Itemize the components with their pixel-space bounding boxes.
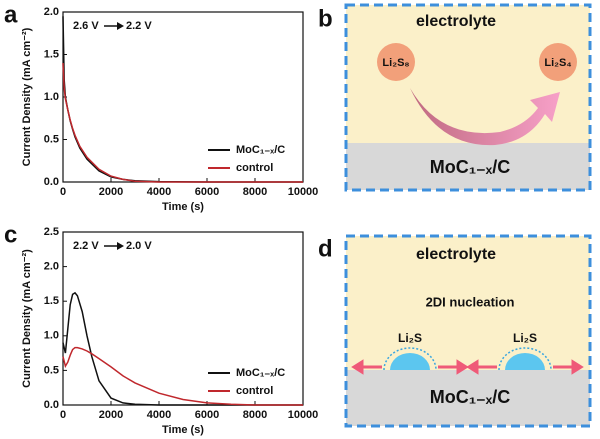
x-tick-label: 6000 xyxy=(195,409,219,421)
y-tick-label: 2.0 xyxy=(44,261,59,273)
diagram-d: d electrolyte 2DI nucleation Li₂S Li₂S M… xyxy=(318,234,592,428)
nucleus-halo xyxy=(383,347,437,371)
species-label: Li₂S xyxy=(513,331,537,345)
species-label: Li₂S xyxy=(398,331,422,345)
legend-label: MoC₁₋ₓ/C xyxy=(236,144,285,156)
series-line xyxy=(62,62,303,183)
substrate-region xyxy=(346,370,590,426)
panel-label: c xyxy=(4,221,17,248)
x-tick-label: 6000 xyxy=(195,186,219,198)
series-line xyxy=(62,16,303,183)
legend-label: control xyxy=(236,162,273,174)
nucleus-halo xyxy=(498,347,552,371)
series-line xyxy=(62,346,303,406)
annotation: 2.6 V xyxy=(73,20,99,32)
substrate-label: MoC₁₋ₓ/C xyxy=(430,157,511,177)
border xyxy=(344,234,592,428)
substrate-region xyxy=(346,143,590,190)
species-circle xyxy=(539,43,577,81)
x-tick-label: 4000 xyxy=(147,186,171,198)
y-tick-label: 1.5 xyxy=(44,295,59,307)
species-circle xyxy=(377,43,415,81)
panel-label: b xyxy=(318,5,333,32)
y-tick-label: 1.0 xyxy=(44,330,59,342)
species-label: Li₂S₈ xyxy=(382,57,409,69)
nucleus xyxy=(390,353,430,370)
x-tick-label: 8000 xyxy=(243,409,267,421)
y-axis-label: Current Density (mA cm⁻²) xyxy=(21,249,33,388)
annotation: 2.0 V xyxy=(126,240,152,252)
series-line xyxy=(62,291,303,406)
y-tick-label: 1.0 xyxy=(44,91,59,103)
y-tick-label: 0.5 xyxy=(44,133,59,145)
annotation: 2.2 V xyxy=(73,240,99,252)
panel-label: a xyxy=(4,1,18,28)
y-tick-label: 2.0 xyxy=(44,6,59,18)
diagram-b: b electrolyte Li₂S₈ Li₂S₄ MoC₁₋ₓ/C xyxy=(318,3,592,192)
conversion-arrow xyxy=(410,88,560,146)
annotation: 2.2 V xyxy=(126,20,152,32)
x-tick-label: 10000 xyxy=(288,409,319,421)
y-tick-label: 1.5 xyxy=(44,48,59,60)
annotation-arrowhead xyxy=(117,22,124,30)
substrate-label: MoC₁₋ₓ/C xyxy=(430,387,511,407)
y-tick-label: 2.5 xyxy=(44,226,59,238)
legend-label: control xyxy=(236,385,273,397)
x-tick-label: 0 xyxy=(60,186,66,198)
region-label: electrolyte xyxy=(416,246,496,263)
growth-arrows xyxy=(351,359,584,375)
y-tick-label: 0.5 xyxy=(44,364,59,376)
region-label: electrolyte xyxy=(416,13,496,30)
x-tick-label: 10000 xyxy=(288,186,319,198)
panel-label: d xyxy=(318,235,333,262)
y-axis-label: Current Density (mA cm⁻²) xyxy=(21,27,33,166)
x-axis-label: Time (s) xyxy=(162,201,204,213)
x-tick-label: 2000 xyxy=(99,409,123,421)
annotation-arrowhead xyxy=(117,242,124,250)
species-label: Li₂S₄ xyxy=(544,57,571,69)
x-tick-label: 2000 xyxy=(99,186,123,198)
plot-frame xyxy=(62,11,304,183)
border xyxy=(344,3,592,192)
x-tick-label: 4000 xyxy=(147,409,171,421)
y-tick-label: 0.0 xyxy=(44,399,59,411)
x-tick-label: 8000 xyxy=(243,186,267,198)
x-tick-label: 0 xyxy=(60,409,66,421)
caption: 2DI nucleation xyxy=(426,294,515,309)
nucleus xyxy=(505,353,545,370)
y-tick-label: 0.0 xyxy=(44,176,59,188)
legend-label: MoC₁₋ₓ/C xyxy=(236,367,285,379)
x-axis-label: Time (s) xyxy=(162,424,204,436)
